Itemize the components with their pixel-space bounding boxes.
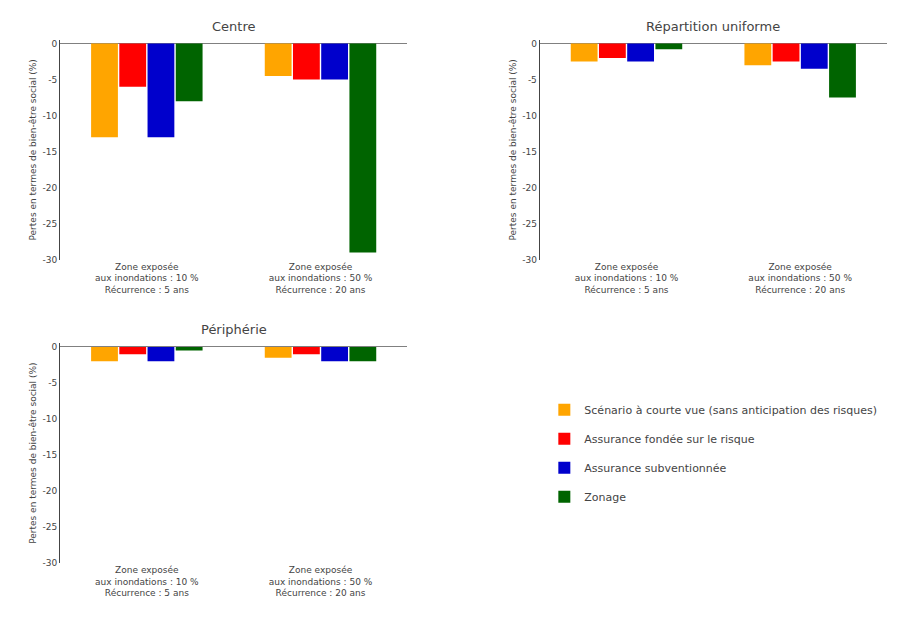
svg-text:-10: -10 <box>522 111 537 121</box>
svg-text:Zone exposéeaux inondations :: Zone exposéeaux inondations : 50 %Récurr… <box>269 262 373 295</box>
svg-text:Assurance subventionnée: Assurance subventionnée <box>584 462 726 475</box>
svg-text:-15: -15 <box>522 147 537 157</box>
svg-text:-20: -20 <box>42 486 57 496</box>
svg-text:-15: -15 <box>42 450 57 460</box>
svg-text:-20: -20 <box>42 183 57 193</box>
svg-text:-10: -10 <box>42 414 57 424</box>
svg-text:-10: -10 <box>42 111 57 121</box>
svg-text:Assurance fondée sur le risque: Assurance fondée sur le risque <box>584 433 754 446</box>
svg-text:Zone exposéeaux inondations :: Zone exposéeaux inondations : 10 %Récurr… <box>575 262 679 295</box>
svg-text:-5: -5 <box>528 75 537 85</box>
svg-text:Répartition uniforme: Répartition uniforme <box>646 19 780 34</box>
svg-text:-25: -25 <box>42 219 57 229</box>
svg-text:-5: -5 <box>48 75 57 85</box>
svg-text:Pertes en termes de bien-être: Pertes en termes de bien-être social (%) <box>508 59 518 240</box>
svg-text:Pertes en termes de bien-être: Pertes en termes de bien-être social (%) <box>28 362 38 543</box>
svg-text:-15: -15 <box>42 147 57 157</box>
svg-text:Zone exposéeaux inondations :: Zone exposéeaux inondations : 50 %Récurr… <box>269 565 373 598</box>
svg-text:Scénario à courte vue (sans an: Scénario à courte vue (sans anticipation… <box>584 404 877 417</box>
svg-text:Pertes en termes de bien-être: Pertes en termes de bien-être social (%) <box>28 59 38 240</box>
svg-text:-25: -25 <box>522 219 537 229</box>
svg-text:Zone exposéeaux inondations :: Zone exposéeaux inondations : 10 %Récurr… <box>95 565 199 598</box>
svg-text:0: 0 <box>531 39 537 49</box>
svg-text:-25: -25 <box>42 522 57 532</box>
svg-text:-30: -30 <box>42 558 57 568</box>
svg-text:-30: -30 <box>522 255 537 265</box>
svg-text:-30: -30 <box>42 255 57 265</box>
svg-text:Centre: Centre <box>212 19 255 34</box>
svg-text:-20: -20 <box>522 183 537 193</box>
svg-text:Périphérie: Périphérie <box>201 322 267 337</box>
svg-text:Zonage: Zonage <box>584 491 626 504</box>
svg-text:-5: -5 <box>48 378 57 388</box>
svg-text:0: 0 <box>51 39 57 49</box>
svg-text:Zone exposéeaux inondations :: Zone exposéeaux inondations : 10 %Récurr… <box>95 262 199 295</box>
svg-text:0: 0 <box>51 342 57 352</box>
svg-text:Zone exposéeaux inondations :: Zone exposéeaux inondations : 50 %Récurr… <box>748 262 852 295</box>
